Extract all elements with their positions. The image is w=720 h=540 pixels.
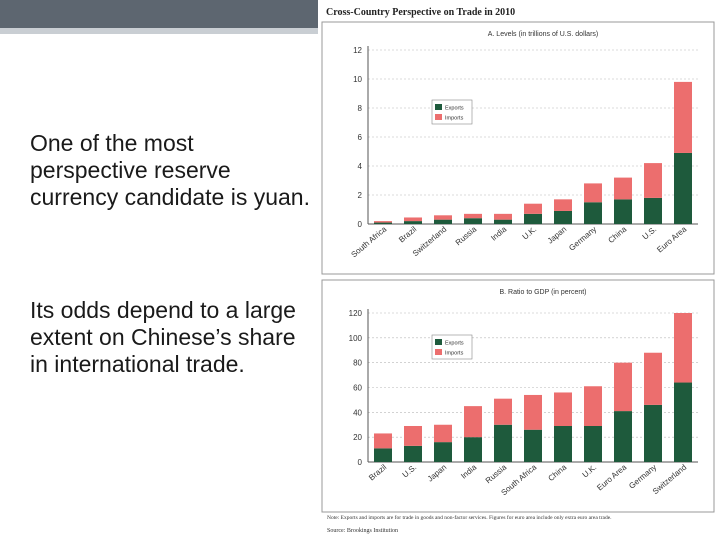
panel-a-bar-imports <box>584 183 602 203</box>
panel-b-bar-imports <box>584 386 602 426</box>
panel-a-bar-imports <box>434 215 452 220</box>
panel-b-bar-exports <box>614 411 632 462</box>
panel-b-bar-imports <box>374 433 392 449</box>
panel-b-bar-imports <box>524 394 542 430</box>
panel-b-bar-imports <box>674 313 692 383</box>
panel-b-bar-imports <box>644 352 662 405</box>
slide-paragraph-2: Its odds depend to a large extent on Chi… <box>30 297 296 377</box>
panel-b-y-tick-label: 120 <box>349 309 363 318</box>
panel-b-bar-imports <box>614 362 632 412</box>
panel-b-bar-imports <box>464 406 482 438</box>
panel-b-bar-imports <box>404 425 422 446</box>
panel-a-bar-imports <box>374 221 392 223</box>
panel-a-y-tick-label: 12 <box>353 46 362 55</box>
figure-note: Note: Exports and imports are for trade … <box>327 515 612 521</box>
panel-a-bar-exports <box>374 222 392 224</box>
panel-a-legend-swatch <box>435 114 442 120</box>
panel-b-bar-imports <box>554 392 572 426</box>
panel-a-bar-exports <box>614 199 632 224</box>
figure-source: Source: Brookings Institution <box>327 528 398 534</box>
panel-a-frame <box>321 21 715 275</box>
panel-b-y-tick-label: 80 <box>353 359 362 368</box>
panel-b-y-tick-label: 60 <box>353 384 362 393</box>
panel-a-legend-label: Imports <box>445 116 464 122</box>
panel-a-y-tick-label: 2 <box>358 191 363 200</box>
panel-a-bar-exports <box>674 152 692 224</box>
panel-a-y-tick-label: 8 <box>358 104 363 113</box>
panel-b-bar-imports <box>434 424 452 443</box>
panel-a-legend-label: Exports <box>445 106 464 112</box>
panel-b-y-tick-label: 40 <box>353 408 362 417</box>
panel-a-y-tick-label: 0 <box>358 220 363 229</box>
panel-b-y-tick-label: 20 <box>353 433 362 442</box>
panel-b-bar-exports <box>584 425 602 462</box>
panel-a-bar-imports <box>554 199 572 211</box>
panel-b-legend-swatch <box>435 349 442 355</box>
panel-b-bar-exports <box>404 445 422 462</box>
panel-a-bar-imports <box>464 213 482 219</box>
panel-b-bar-exports <box>464 437 482 462</box>
panel-a-y-tick-label: 4 <box>358 162 363 171</box>
panel-a-bar-exports <box>584 202 602 224</box>
panel-a-bar-imports <box>614 177 632 200</box>
panel-b-bar-exports <box>644 404 662 462</box>
figure-title: Cross-Country Perspective on Trade in 20… <box>326 7 516 18</box>
panel-b-bar-exports <box>434 442 452 462</box>
panel-a-bar-exports <box>644 197 662 224</box>
panel-b-legend-swatch <box>435 339 442 345</box>
panel-a-bar-imports <box>524 203 542 214</box>
panel-b-legend-label: Imports <box>445 351 464 357</box>
panel-b-bar-exports <box>554 425 572 462</box>
panel-b-title: B. Ratio to GDP (in percent) <box>499 289 586 296</box>
panel-a-bar-exports <box>554 210 572 224</box>
panel-b-bar-exports <box>674 382 692 462</box>
panel-a-bar-imports <box>494 213 512 220</box>
panel-a-bar-exports <box>524 213 542 224</box>
panel-a-bar-exports <box>494 219 512 224</box>
slide-paragraph-1: One of the most perspective reserve curr… <box>30 130 310 210</box>
panel-b-bar-imports <box>494 398 512 425</box>
panel-b-bar-exports <box>374 448 392 462</box>
panel-b-bar-exports <box>524 429 542 462</box>
panel-b-bar-exports <box>494 424 512 462</box>
panel-a-y-tick-label: 6 <box>358 133 363 142</box>
panel-a-legend-swatch <box>435 104 442 110</box>
panel-b-y-tick-label: 100 <box>349 334 363 343</box>
panel-a-bar-imports <box>674 81 692 153</box>
panel-b-y-tick-label: 0 <box>358 458 363 467</box>
panel-a-bar-exports <box>404 221 422 224</box>
panel-a-bar-imports <box>404 217 422 222</box>
panel-a-bar-exports <box>434 219 452 224</box>
panel-a-bar-exports <box>464 218 482 224</box>
slide-header-bar <box>0 0 318 28</box>
panel-a-y-tick-label: 10 <box>353 75 362 84</box>
panel-a-bar-imports <box>644 163 662 198</box>
slide-header-accent <box>0 28 318 34</box>
panel-b-legend-label: Exports <box>445 341 464 347</box>
panel-a-title: A. Levels (in trillions of U.S. dollars) <box>488 31 598 38</box>
